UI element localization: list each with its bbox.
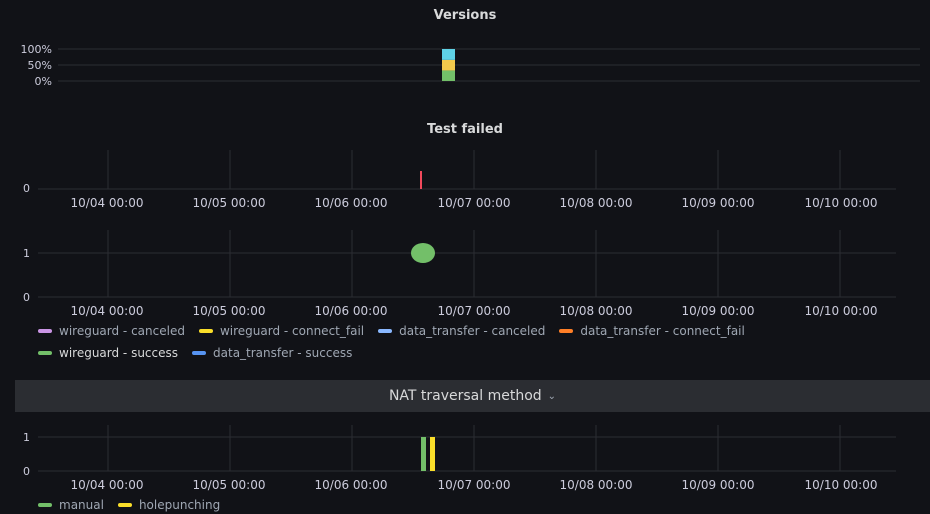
results-legend-item[interactable]: data_transfer - connect_fail	[559, 323, 745, 339]
results-x-tick-label: 10/08 00:00	[560, 304, 633, 318]
results-legend-item[interactable]: data_transfer - canceled	[378, 323, 545, 339]
nat-x-tick-label: 10/09 00:00	[682, 478, 755, 492]
nat-x-tick-label: 10/10 00:00	[805, 478, 878, 492]
test-failed-panel-title[interactable]: Test failed	[427, 122, 503, 137]
results-legend-item[interactable]: wireguard - connect_fail	[198, 323, 365, 339]
results-legend-label: data_transfer - success	[213, 346, 353, 360]
results-x-tick-label: 10/05 00:00	[193, 304, 266, 318]
test-failed-y-tick-label: 0	[23, 182, 30, 195]
test-failed-x-tick-label: 10/08 00:00	[560, 196, 633, 210]
nat-legend-label: manual	[59, 498, 104, 512]
nat-x-tick-label: 10/06 00:00	[315, 478, 388, 492]
results-legend-label: data_transfer - canceled	[399, 324, 546, 338]
results-legend-swatch	[38, 351, 52, 355]
nat-bar-manual	[421, 437, 426, 471]
results-point-wireguard-success	[411, 243, 435, 263]
nat-legend-swatch	[38, 503, 52, 507]
results-legend-swatch	[198, 329, 213, 333]
results-x-tick-label: 10/07 00:00	[438, 304, 511, 318]
nat-y-tick-label: 0	[23, 465, 30, 478]
versions-stack-bar	[442, 59, 455, 71]
results-y-tick-label: 1	[23, 247, 30, 260]
nat-y-tick-label: 1	[23, 431, 30, 444]
results-legend-swatch	[38, 329, 52, 333]
results-x-tick-label: 10/06 00:00	[315, 304, 388, 318]
test-failed-x-tick-label: 10/07 00:00	[438, 196, 511, 210]
results-legend-swatch	[192, 351, 207, 355]
results-legend-label: wireguard - success	[59, 346, 179, 360]
results-x-tick-label: 10/04 00:00	[71, 304, 144, 318]
results-chart: 1 0 10/04 00:00 10/05 00:00 10/06 00:00 10/07…	[23, 230, 896, 318]
nat-traversal-row-header[interactable]: NAT traversal method ⌄	[15, 380, 930, 412]
results-legend-item[interactable]: wireguard - canceled	[38, 323, 185, 339]
test-failed-x-tick-label: 10/10 00:00	[805, 196, 878, 210]
versions-stack-bar	[442, 70, 455, 81]
nat-legend-swatch	[117, 503, 132, 507]
nat-x-tick-label: 10/07 00:00	[438, 478, 511, 492]
test-failed-marker	[420, 171, 422, 189]
nat-legend: manual holepunching	[38, 497, 898, 513]
test-failed-x-tick-label: 10/09 00:00	[682, 196, 755, 210]
versions-y-tick-label: 50%	[28, 59, 52, 72]
results-legend-swatch	[378, 329, 393, 333]
results-legend-item[interactable]: wireguard - success	[38, 345, 178, 361]
results-legend: wireguard - canceled wireguard - connect_…	[38, 323, 898, 361]
versions-stack-bar	[442, 49, 455, 60]
results-x-tick-label: 10/10 00:00	[805, 304, 878, 318]
test-failed-x-tick-label: 10/06 00:00	[315, 196, 388, 210]
nat-x-tick-label: 10/05 00:00	[193, 478, 266, 492]
versions-y-tick-label: 0%	[35, 75, 52, 88]
results-legend-swatch	[559, 329, 574, 333]
nat-bar-holepunching	[430, 437, 435, 471]
nat-x-tick-label: 10/08 00:00	[560, 478, 633, 492]
nat-legend-item[interactable]: holepunching	[117, 497, 221, 513]
test-failed-x-tick-label: 10/05 00:00	[193, 196, 266, 210]
chevron-down-icon: ⌄	[547, 390, 557, 402]
results-legend-label: wireguard - canceled	[59, 324, 185, 338]
results-x-tick-label: 10/09 00:00	[682, 304, 755, 318]
results-y-tick-label: 0	[23, 291, 30, 304]
versions-panel-title[interactable]: Versions	[433, 8, 497, 23]
results-legend-label: data_transfer - connect_fail	[580, 324, 745, 338]
test-failed-x-tick-label: 10/04 00:00	[71, 196, 144, 210]
nat-traversal-row-title: NAT traversal method	[388, 388, 542, 404]
versions-chart: 100% 50% 0%	[21, 43, 920, 88]
nat-x-tick-label: 10/04 00:00	[71, 478, 144, 492]
results-legend-label: wireguard - connect_fail	[219, 324, 365, 338]
nat-legend-item[interactable]: manual	[38, 497, 104, 513]
test-failed-chart: 0 10/04 00:00 10/05 00:00 10/06 00:00 10/07 …	[23, 150, 896, 210]
results-legend-item[interactable]: data_transfer - success	[192, 345, 352, 361]
versions-y-tick-label: 100%	[21, 43, 52, 56]
nat-legend-label: holepunching	[138, 498, 221, 512]
